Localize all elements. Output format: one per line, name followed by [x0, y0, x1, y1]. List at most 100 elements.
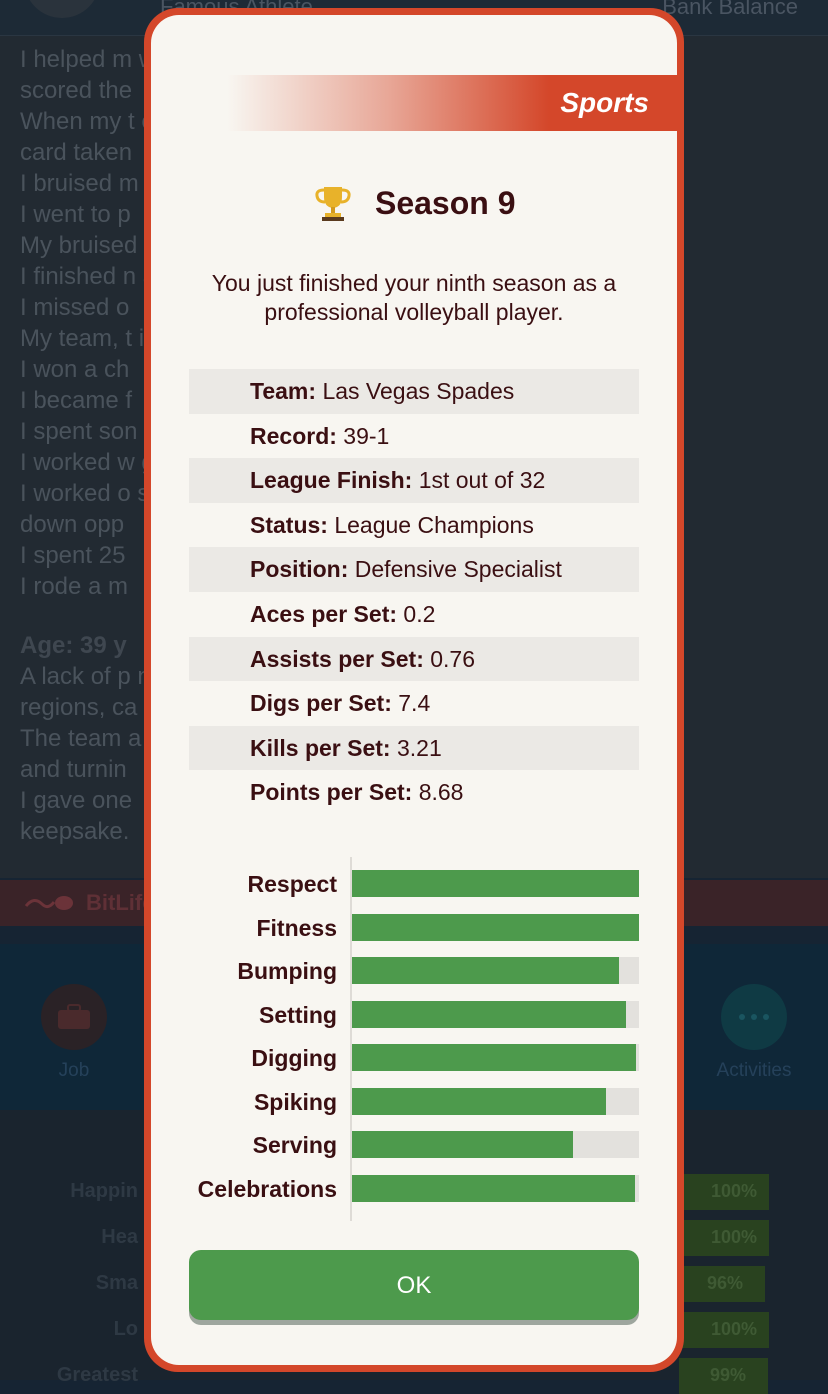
skill-bar-track	[352, 1087, 639, 1115]
log-line: I spent 25	[20, 542, 126, 569]
log-line: I won a ch	[20, 356, 130, 383]
stat-key: Kills per Set:	[250, 734, 391, 761]
skill-bar-fill	[352, 870, 639, 897]
skill-bar-fill	[352, 1000, 626, 1028]
more-dots-icon	[721, 984, 787, 1050]
trophy-icon	[314, 187, 351, 221]
stat-value: 0.2	[403, 600, 436, 627]
log-line: and turnin	[20, 756, 127, 783]
stat-value: 3.21	[397, 734, 442, 761]
stat-label: Lo	[113, 1318, 138, 1340]
age-heading: Age: 39 y	[20, 632, 127, 659]
stat-key: Digs per Set:	[250, 690, 392, 717]
stat-key: League Finish:	[250, 467, 413, 494]
stat-key: Position:	[250, 556, 349, 583]
skill-bar-fill	[352, 1087, 606, 1115]
nav-activities[interactable]: Activities	[699, 984, 809, 1082]
stats-table-row: Status: League Champions	[189, 502, 639, 548]
skills-chart: Respect Fitness Bumping Setting Digging Spiki…	[189, 857, 639, 1227]
skill-row: Setting	[189, 1000, 639, 1029]
log-line: keepsake.	[20, 818, 130, 845]
stat-key: Aces per Set:	[250, 600, 398, 627]
skill-label: Bumping	[237, 958, 337, 984]
skill-bar-fill	[352, 957, 619, 984]
skill-label: Celebrations	[197, 1175, 337, 1202]
stats-table-row: Aces per Set: 0.2	[189, 591, 639, 637]
skill-bar-track	[352, 957, 639, 984]
skill-row: Serving	[189, 1131, 639, 1159]
season-summary-dialog: Sports Season 9 You just finished your n…	[144, 8, 684, 1372]
log-line: card taken	[20, 139, 133, 166]
skill-row: Bumping	[189, 957, 639, 985]
skill-label: Digging	[251, 1045, 337, 1071]
skill-row: Celebrations	[189, 1174, 639, 1203]
log-line: scored the	[20, 77, 133, 104]
stat-key: Assists per Set:	[250, 645, 424, 672]
season-stats-table: Team: Las Vegas Spades Record: 39-1 League…	[189, 369, 639, 815]
ok-button[interactable]: OK	[189, 1250, 639, 1320]
category-label: Sports	[560, 87, 649, 118]
avatar	[24, 0, 100, 18]
stat-bar	[679, 1220, 769, 1256]
stats-table-row: League Finish: 1st out of 32	[189, 458, 639, 503]
log-line: I became f	[20, 387, 133, 414]
stat-key: Record:	[250, 422, 337, 449]
stat-value: Defensive Specialist	[354, 556, 562, 583]
stat-value: 100%	[711, 1227, 758, 1247]
stats-table-row: Kills per Set: 3.21	[189, 725, 639, 771]
skill-label: Setting	[259, 1001, 337, 1028]
stats-table-row: Assists per Set: 0.76	[189, 636, 639, 682]
stat-value: 100%	[711, 1319, 758, 1339]
stat-value: 8.68	[418, 779, 464, 806]
nav-job-label: Job	[58, 1060, 90, 1081]
stat-value: 96%	[707, 1273, 744, 1293]
nav-activities-label: Activities	[716, 1060, 792, 1081]
skills-axis-line	[350, 857, 352, 1221]
log-line: I spent son	[20, 418, 138, 445]
stats-table-row: Record: 39-1	[189, 413, 639, 459]
skill-row: Spiking	[189, 1087, 639, 1116]
dialog-header: Season 9	[151, 183, 677, 233]
log-line: My bruised	[20, 232, 138, 259]
log-line: I missed o	[20, 294, 130, 321]
stat-value: 39-1	[343, 422, 390, 449]
stats-table-row: Points per Set: 8.68	[189, 770, 639, 815]
stats-table-row: Position: Defensive Specialist	[189, 547, 639, 592]
skill-label: Fitness	[256, 914, 337, 941]
skill-bar-track	[352, 1000, 639, 1028]
bitlife-logo-icon	[24, 896, 73, 910]
skill-row: Respect	[189, 870, 639, 898]
log-line: down opp	[20, 511, 125, 538]
skill-bar-track	[352, 1174, 639, 1202]
dialog-description: You just finished your ninth season as a…	[211, 270, 617, 325]
banner-title: BitLife	[86, 890, 155, 915]
stat-value: 1st out of 32	[418, 467, 546, 494]
nav-job[interactable]: Job	[19, 984, 129, 1082]
dialog-body: Sports Season 9 You just finished your n…	[151, 15, 677, 1365]
stat-value: 7.4	[398, 690, 431, 717]
stat-value: League Champions	[334, 511, 534, 538]
stat-bar	[679, 1266, 765, 1302]
skill-bar-track	[352, 1044, 639, 1071]
category-ribbon: Sports	[227, 75, 677, 131]
skill-label: Respect	[247, 871, 337, 897]
stat-value: 0.76	[430, 645, 476, 672]
skill-bar-fill	[352, 913, 639, 941]
skill-bar-fill	[352, 1174, 635, 1202]
stats-table-row: Digs per Set: 7.4	[189, 681, 639, 726]
stat-key: Team:	[250, 378, 317, 404]
skill-row: Digging	[189, 1044, 639, 1072]
stat-value: 100%	[711, 1181, 758, 1201]
log-line: regions, ca	[20, 694, 138, 721]
stat-label: Happin	[70, 1180, 138, 1202]
dialog-title: Season 9	[374, 184, 516, 221]
stat-value: 99%	[710, 1365, 747, 1385]
stat-key: Points per Set:	[250, 779, 413, 806]
skill-bar-fill	[352, 1044, 636, 1071]
skill-bar-track	[352, 870, 639, 897]
log-line: I rode a m	[20, 573, 129, 600]
stat-bar	[679, 1174, 769, 1210]
briefcase-icon	[41, 984, 107, 1050]
skill-row: Fitness	[189, 913, 639, 942]
skill-bar-track	[352, 1131, 639, 1158]
